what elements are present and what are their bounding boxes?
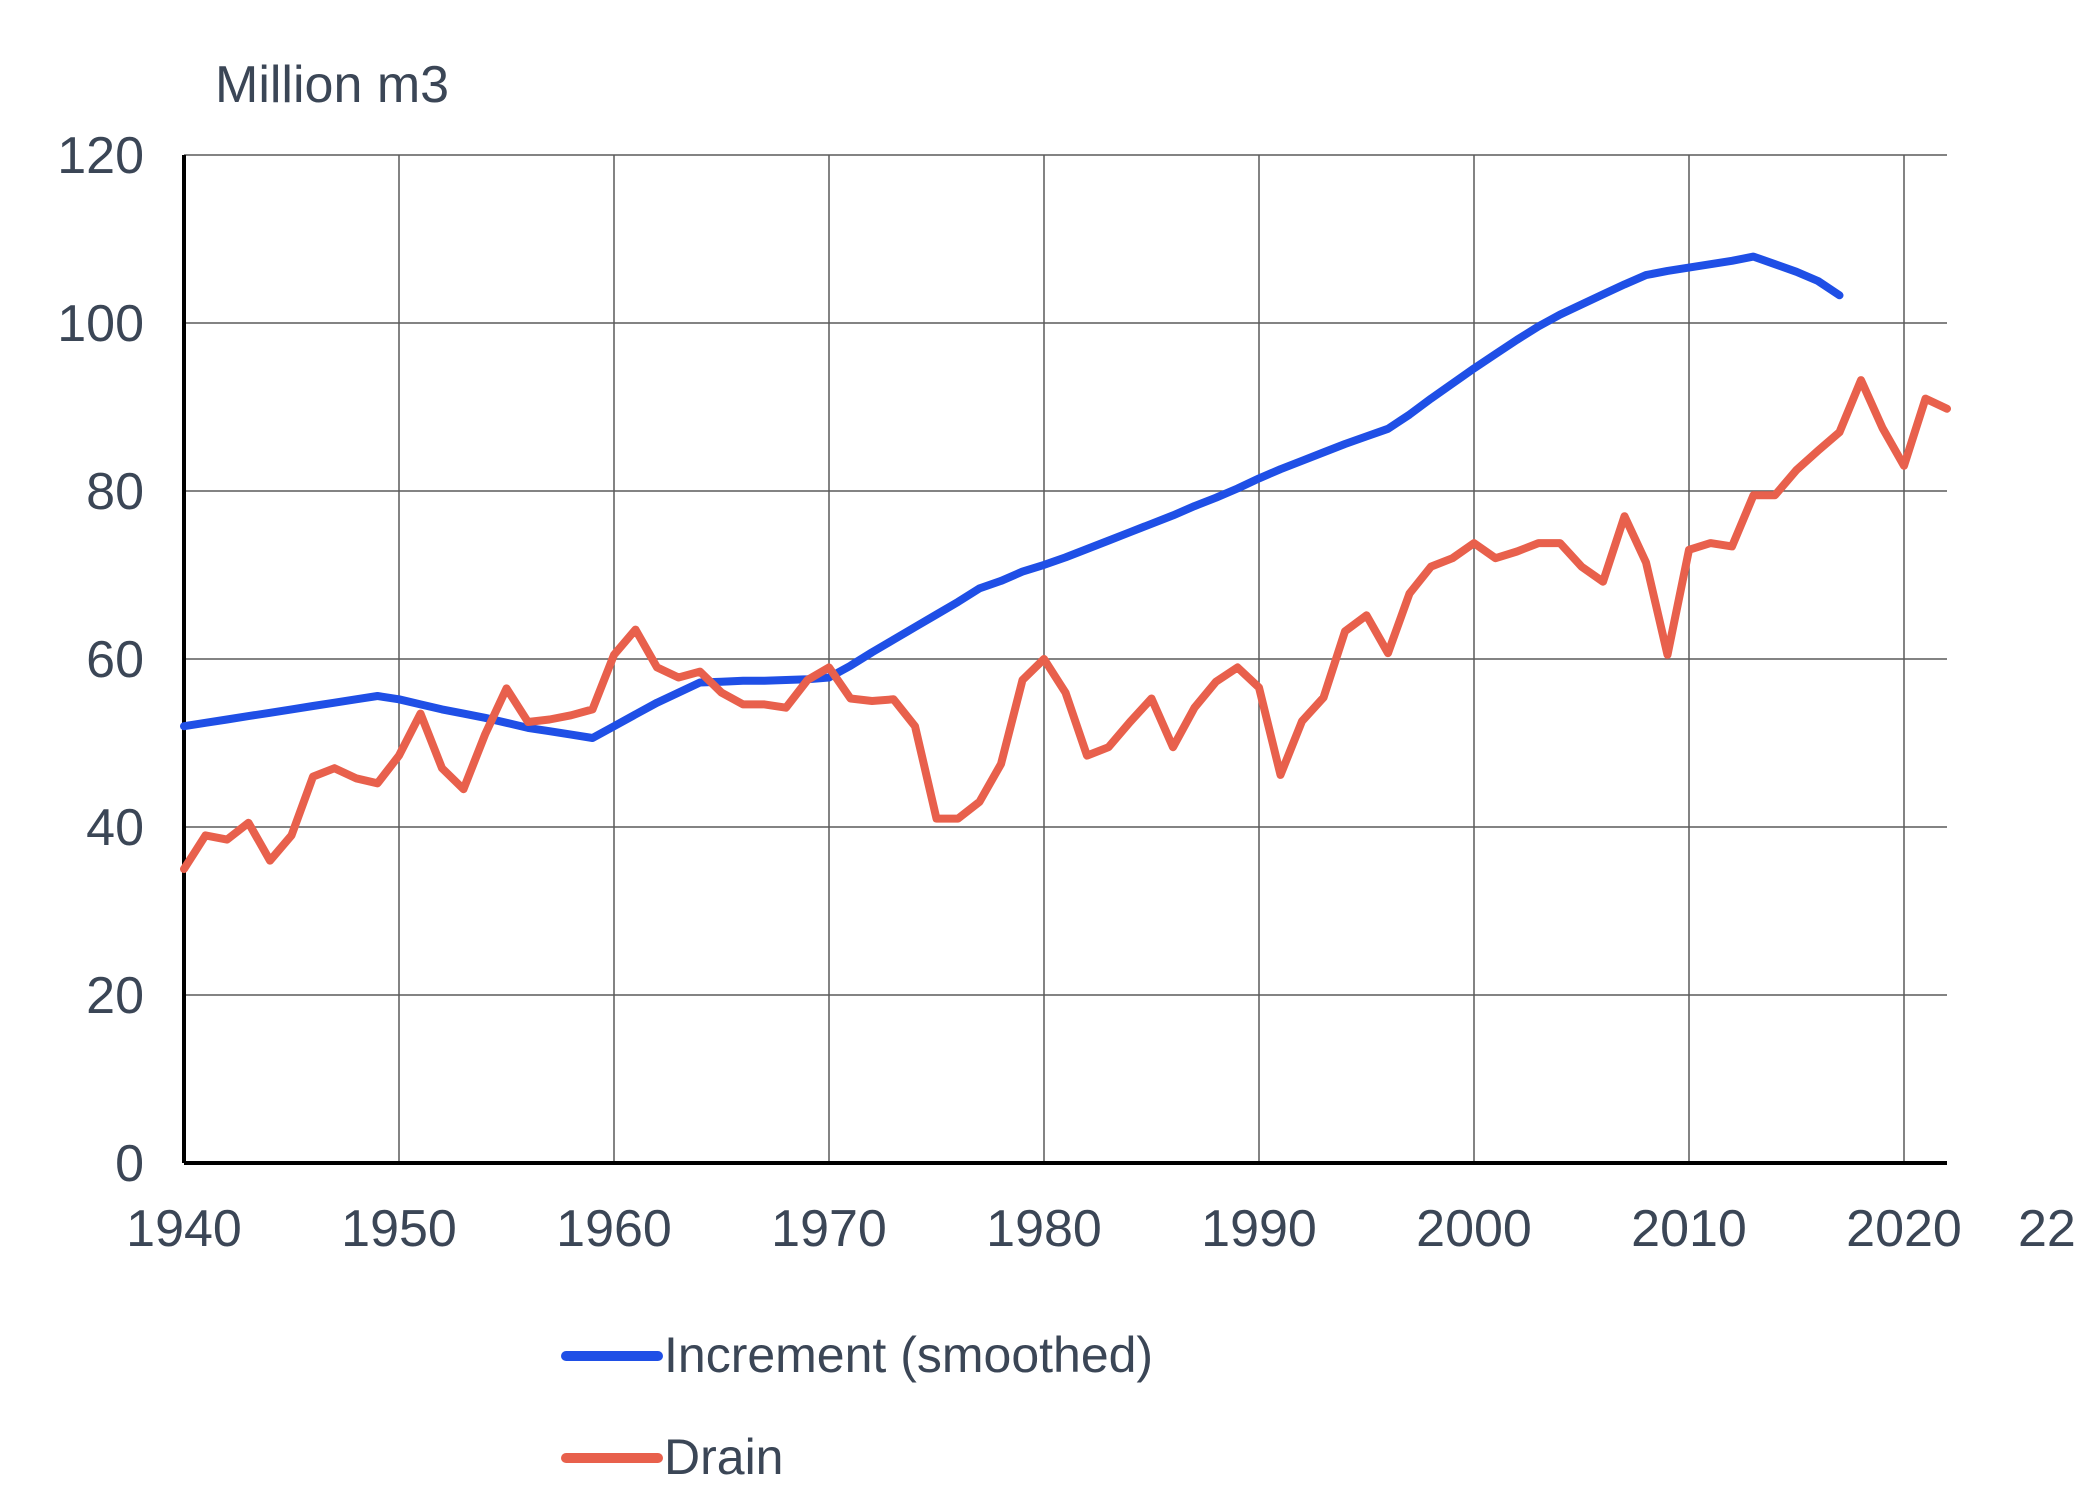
y-tick-label: 80	[86, 463, 144, 521]
x-axis-ticks: 1940 1950 1960 1970 1980 1990 2000 2010 2020	[126, 1200, 1962, 1258]
x-tick-label: 1990	[1201, 1200, 1317, 1258]
y-axis-unit-label: Million m3	[215, 56, 449, 114]
y-tick-label: 60	[86, 631, 144, 689]
x-tick-label: 1940	[126, 1200, 242, 1258]
x-tick-label: 2010	[1631, 1200, 1747, 1258]
series-lines	[180, 252, 1951, 873]
legend-item-increment: Increment (smoothed)	[561, 1327, 1153, 1383]
axes	[182, 155, 1947, 1165]
x-tick-label: 1950	[341, 1200, 457, 1258]
y-tick-label: 120	[57, 127, 144, 185]
y-axis-ticks: 0 20 40 60 80 100 120	[57, 127, 144, 1193]
legend: Increment (smoothed) Drain	[561, 1327, 1153, 1485]
x-tick-label: 2020	[1846, 1200, 1962, 1258]
y-tick-label: 0	[115, 1135, 144, 1193]
x-tick-label: 1970	[771, 1200, 887, 1258]
x-tick-label: 1960	[556, 1200, 672, 1258]
y-tick-label: 100	[57, 295, 144, 353]
x-axis-end-label: 22	[2018, 1200, 2076, 1258]
x-tick-label: 2000	[1416, 1200, 1532, 1258]
y-tick-label: 40	[86, 799, 144, 857]
x-tick-label: 1980	[986, 1200, 1102, 1258]
legend-item-drain: Drain	[561, 1429, 783, 1485]
legend-label-increment: Increment (smoothed)	[664, 1327, 1153, 1383]
y-tick-label: 20	[86, 967, 144, 1025]
legend-label-drain: Drain	[664, 1429, 783, 1485]
series-line-drain	[180, 376, 1951, 873]
series-line-increment	[180, 252, 1844, 742]
gridlines	[184, 154, 1947, 1163]
